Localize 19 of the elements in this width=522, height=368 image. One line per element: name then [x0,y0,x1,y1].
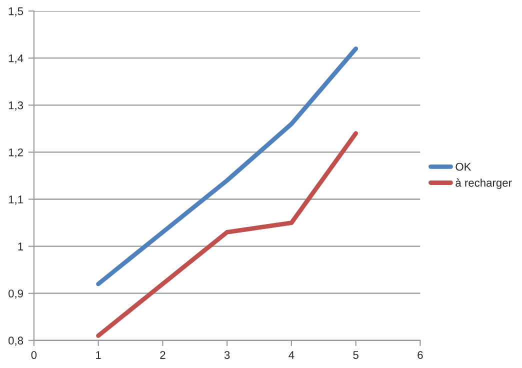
y-tick-label: 0,9 [8,290,23,299]
line-series [96,131,358,338]
legend-label: OK [456,162,472,171]
x-tick-label: 6 [418,351,423,359]
x-tick-label: 4 [288,351,294,359]
y-tick-label: 1,5 [8,7,24,16]
x-tick-label: 0 [31,351,37,359]
x-tick-label: 3 [224,351,230,359]
legend-label: à recharger [456,178,512,189]
y-tick-label: 1,1 [8,196,23,205]
x-tick-label: 1 [96,351,101,359]
x-tick-label: 5 [353,351,358,359]
y-tick-label: 1,2 [8,148,23,158]
y-tick-label: 1,4 [8,54,24,64]
y-tick-label: 0,8 [8,336,24,346]
y-tick-label: 1 [18,242,23,250]
line-series [96,46,358,286]
x-tick-label: 2 [160,351,166,359]
y-tick-label: 1,3 [8,101,24,111]
